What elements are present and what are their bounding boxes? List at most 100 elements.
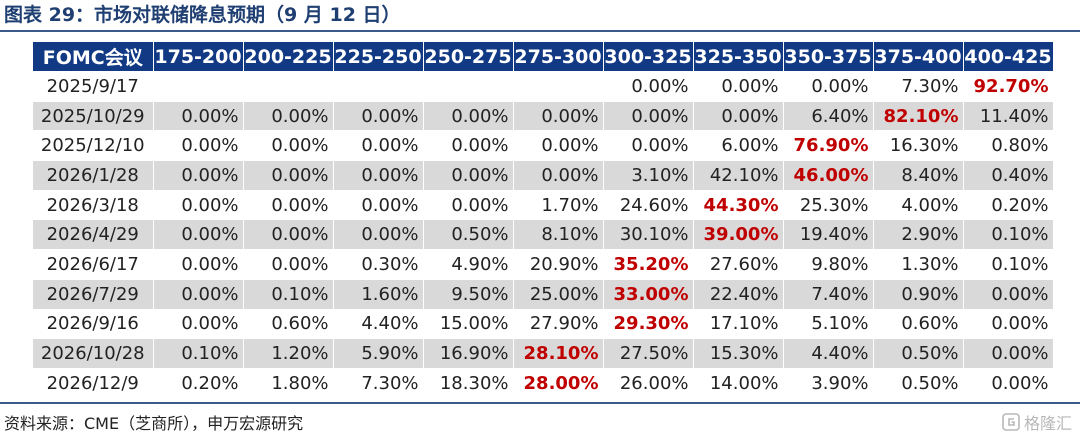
probability-cell: 0.00% <box>603 130 694 161</box>
probability-cell: 4.40% <box>333 308 424 339</box>
probability-cell: 3.10% <box>603 160 694 191</box>
probability-cell: 0.40% <box>963 160 1054 191</box>
probability-cell: 0.60% <box>873 308 964 339</box>
probability-cell: 9.80% <box>783 249 874 280</box>
probability-cell: 0.20% <box>153 367 244 398</box>
table-row: 2025/10/29 0.00% 0.00% 0.00% 0.00% 0.00% 0.00%… <box>33 100 1054 131</box>
bottom-rule <box>0 402 1080 404</box>
probability-cell <box>333 71 424 102</box>
table-row: 2026/3/18 0.00% 0.00% 0.00% 0.00% 1.70% 24.60%… <box>33 189 1054 220</box>
probability-cell: 3.90% <box>783 367 874 398</box>
probability-cell-highlight: 39.00% <box>693 219 784 250</box>
probability-cell: 0.00% <box>243 219 334 250</box>
probability-cell: 15.30% <box>693 338 784 369</box>
meeting-date: 2025/9/17 <box>33 71 154 102</box>
probability-cell <box>423 71 514 102</box>
meeting-date: 2026/10/28 <box>33 338 154 369</box>
probability-cell-highlight: 35.20% <box>603 249 694 280</box>
probability-cell: 5.10% <box>783 308 874 339</box>
probability-cell: 0.00% <box>153 130 244 161</box>
probability-cell: 27.90% <box>513 308 604 339</box>
probability-cell: 0.00% <box>153 278 244 309</box>
table-row: 2026/6/17 0.00% 0.00% 0.30% 4.90% 20.90% 35.20… <box>33 249 1054 280</box>
probability-cell: 0.00% <box>513 100 604 131</box>
header-range: 350-375 <box>783 42 874 72</box>
table-row: 2026/7/29 0.00% 0.10% 1.60% 9.50% 25.00% 33.00… <box>33 278 1054 309</box>
probability-cell: 16.90% <box>423 338 514 369</box>
probability-cell-highlight: 76.90% <box>783 130 874 161</box>
probability-cell: 14.00% <box>693 367 784 398</box>
table-row: 2026/12/9 0.20% 1.80% 7.30% 18.30% 28.00% 26.0… <box>33 367 1054 398</box>
probability-cell: 1.80% <box>243 367 334 398</box>
probability-cell-highlight: 28.10% <box>513 338 604 369</box>
probability-cell: 0.10% <box>243 278 334 309</box>
probability-cell: 7.30% <box>873 71 964 102</box>
meeting-date: 2026/12/9 <box>33 367 154 398</box>
probability-cell: 0.00% <box>243 160 334 191</box>
probability-cell: 0.00% <box>153 249 244 280</box>
probability-cell: 1.20% <box>243 338 334 369</box>
header-fomc: FOMC会议 <box>33 42 154 72</box>
meeting-date: 2026/4/29 <box>33 219 154 250</box>
probability-cell-highlight: 92.70% <box>963 71 1054 102</box>
table-row: 2026/4/29 0.00% 0.00% 0.00% 0.50% 8.10% 30.10%… <box>33 219 1054 250</box>
probability-cell: 0.10% <box>153 338 244 369</box>
probability-cell: 2.90% <box>873 219 964 250</box>
probability-cell: 27.60% <box>693 249 784 280</box>
probability-cell: 0.00% <box>153 219 244 250</box>
probability-cell: 4.90% <box>423 249 514 280</box>
probability-cell: 22.40% <box>693 278 784 309</box>
probability-cell: 1.60% <box>333 278 424 309</box>
probability-cell: 8.40% <box>873 160 964 191</box>
probability-cell: 0.00% <box>693 100 784 131</box>
probability-cell: 0.50% <box>423 219 514 250</box>
probability-cell: 0.00% <box>513 160 604 191</box>
probability-cell: 16.30% <box>873 130 964 161</box>
probability-cell <box>243 71 334 102</box>
table-row: 2025/12/10 0.00% 0.00% 0.00% 0.00% 0.00% 0.00%… <box>33 130 1054 161</box>
probability-cell: 0.00% <box>513 130 604 161</box>
figure-title: 图表 29：市场对联储降息预期（9 月 12 日） <box>4 4 401 26</box>
probability-cell: 25.30% <box>783 189 874 220</box>
probability-cell: 0.50% <box>873 367 964 398</box>
probability-cell: 0.00% <box>153 189 244 220</box>
probability-cell: 17.10% <box>693 308 784 339</box>
header-range: 400-425 <box>963 42 1054 72</box>
probability-cell <box>153 71 244 102</box>
meeting-date: 2026/7/29 <box>33 278 154 309</box>
probability-cell: 0.00% <box>963 338 1054 369</box>
probability-cell: 0.00% <box>423 189 514 220</box>
probability-cell: 11.40% <box>963 100 1054 131</box>
probability-cell: 0.50% <box>873 338 964 369</box>
probability-cell: 0.10% <box>963 249 1054 280</box>
probability-cell: 6.40% <box>783 100 874 131</box>
rate-probability-table: FOMC会议 175-200 200-225 225-250 250-275 275-30… <box>33 42 1054 398</box>
probability-cell: 1.30% <box>873 249 964 280</box>
meeting-date: 2026/3/18 <box>33 189 154 220</box>
table-row: 2026/1/28 0.00% 0.00% 0.00% 0.00% 0.00% 3.10% 4… <box>33 160 1054 191</box>
probability-cell: 5.90% <box>333 338 424 369</box>
probability-cell: 15.00% <box>423 308 514 339</box>
probability-cell-highlight: 82.10% <box>873 100 964 131</box>
source-note: 资料来源：CME（芝商所），申万宏源研究 <box>4 414 304 433</box>
watermark-logo-icon <box>1002 413 1020 431</box>
probability-cell: 0.00% <box>243 249 334 280</box>
probability-cell: 0.80% <box>963 130 1054 161</box>
probability-cell: 27.50% <box>603 338 694 369</box>
probability-cell: 9.50% <box>423 278 514 309</box>
watermark: 格隆汇 <box>1002 410 1072 434</box>
probability-cell: 26.00% <box>603 367 694 398</box>
probability-cell: 0.00% <box>153 160 244 191</box>
watermark-text: 格隆汇 <box>1023 414 1072 433</box>
probability-cell-highlight: 28.00% <box>513 367 604 398</box>
probability-cell: 0.10% <box>963 219 1054 250</box>
header-range: 300-325 <box>603 42 694 72</box>
probability-cell: 0.20% <box>963 189 1054 220</box>
probability-cell: 0.00% <box>963 278 1054 309</box>
header-range: 375-400 <box>873 42 964 72</box>
probability-cell: 0.00% <box>603 71 694 102</box>
probability-cell: 24.60% <box>603 189 694 220</box>
header-range: 175-200 <box>153 42 244 72</box>
probability-cell: 8.10% <box>513 219 604 250</box>
header-range: 325-350 <box>693 42 784 72</box>
